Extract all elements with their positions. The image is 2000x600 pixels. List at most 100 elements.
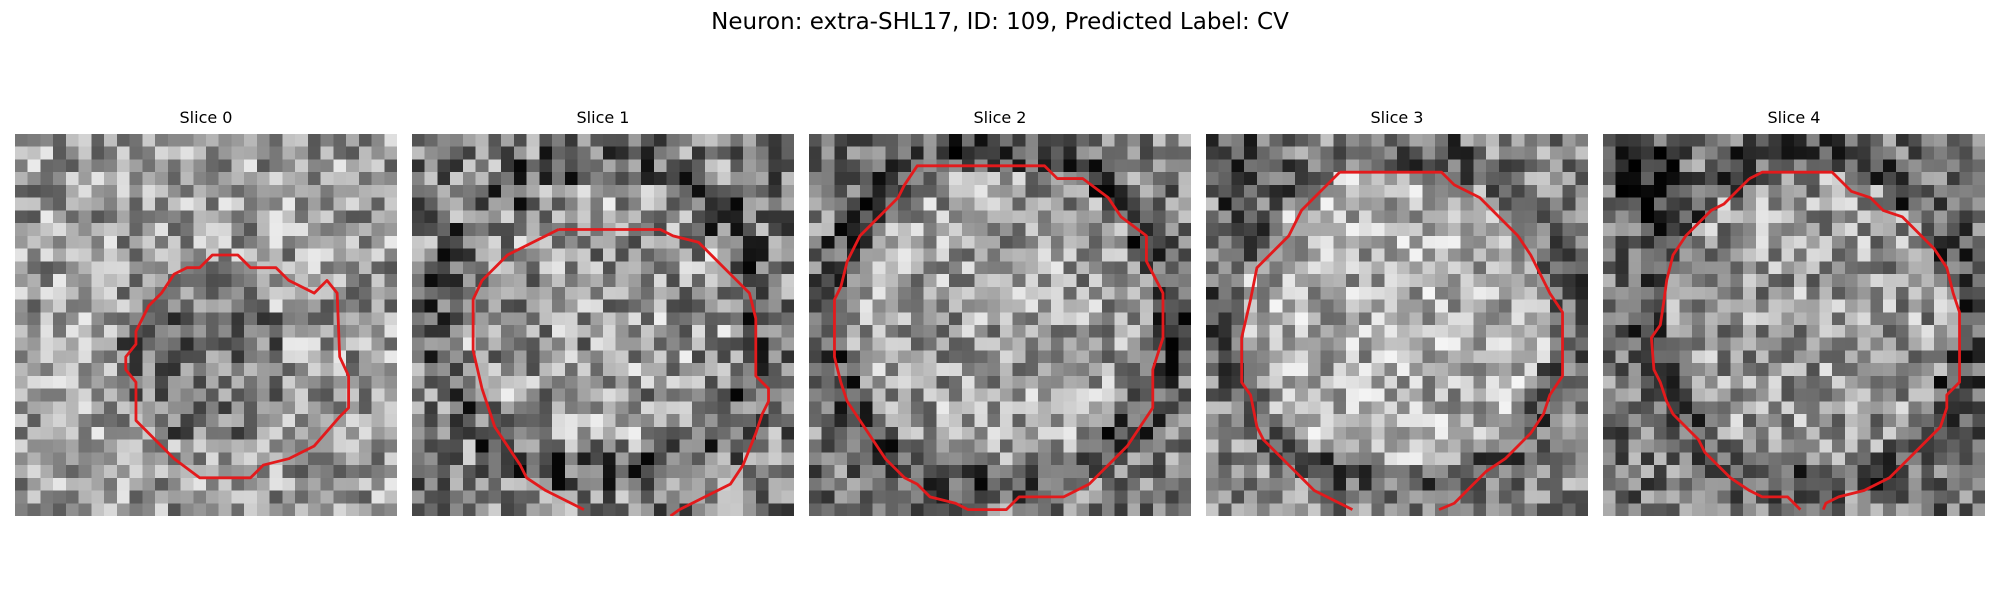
pixel [704,312,718,326]
pixel [333,172,347,186]
pixel [526,210,540,224]
pixel [539,274,553,288]
pixel [1549,274,1563,288]
pixel [1883,477,1897,491]
pixel [1050,146,1064,160]
pixel [1282,184,1296,198]
pixel [1883,350,1897,364]
pixel [1704,159,1718,173]
pixel [961,235,975,249]
pixel [1524,184,1538,198]
pixel [1435,401,1449,415]
pixel [872,414,886,428]
pixel [1025,363,1039,377]
pixel [1397,299,1410,313]
pixel [1282,375,1296,389]
pixel [577,337,591,351]
pixel [91,452,105,466]
pixel [1628,172,1642,186]
pixel [1397,286,1410,300]
pixel [1384,477,1398,491]
pixel [1320,375,1334,389]
pixel [1692,375,1706,389]
pixel [1333,146,1347,160]
pixel [1152,210,1166,224]
pixel [717,299,731,313]
pixel [167,490,181,504]
pixel [1178,426,1191,440]
pixel [1641,477,1655,491]
pixel [231,134,245,147]
pixel [1206,299,1219,313]
pixel [424,299,438,313]
pixel [1704,134,1718,147]
pixel [1295,375,1309,389]
pixel [577,426,591,440]
pixel [1781,172,1795,186]
pixel [269,388,283,402]
pixel [590,134,604,147]
pixel [1063,439,1077,453]
pixel [1447,223,1461,237]
pixel [1921,375,1935,389]
pixel [949,490,963,504]
pixel [1537,223,1551,237]
pixel [564,286,578,300]
pixel [653,210,667,224]
pixel [1447,503,1461,516]
pixel [384,274,397,288]
pixel [1101,299,1115,313]
pixel [1972,146,1985,160]
pixel [206,477,219,491]
pixel [564,375,578,389]
pixel [653,439,667,453]
pixel [1473,172,1487,186]
pixel [961,286,975,300]
pixel [1165,261,1179,275]
pixel [1384,184,1398,198]
pixel [1346,248,1360,262]
pixel [1844,223,1858,237]
pixel [1870,299,1884,313]
pixel [1537,388,1551,402]
pixel [1422,490,1436,504]
pixel [333,146,347,160]
pixel [155,274,169,288]
pixel [1768,261,1782,275]
pixel [641,414,655,428]
pixel [1921,134,1935,147]
pixel [78,184,92,198]
pixel [1025,477,1039,491]
pixel [1628,363,1642,377]
pixel [1218,477,1232,491]
pixel [282,439,296,453]
pixel [1101,159,1115,173]
pixel [1641,146,1655,160]
pixel [641,184,655,198]
pixel [666,312,680,326]
pixel [1819,210,1833,224]
pixel [1127,465,1141,479]
pixel [615,325,629,338]
pixel [475,439,489,453]
pixel [974,477,988,491]
pixel [1346,350,1360,364]
pixel [1641,261,1655,275]
pixel [1435,159,1449,173]
pixel [155,235,169,249]
pixel [1895,299,1909,313]
pixel [1934,350,1948,364]
pixel [1012,210,1026,224]
pixel [1101,490,1115,504]
pixel [717,235,731,249]
pixel [1218,503,1232,516]
pixel [1486,299,1500,313]
pixel [821,426,835,440]
pixel [1178,248,1191,262]
pixel [1755,172,1769,186]
pixel [1641,159,1655,173]
pixel [768,426,782,440]
pixel [1781,375,1795,389]
pixel [358,210,372,224]
pixel [781,184,794,198]
